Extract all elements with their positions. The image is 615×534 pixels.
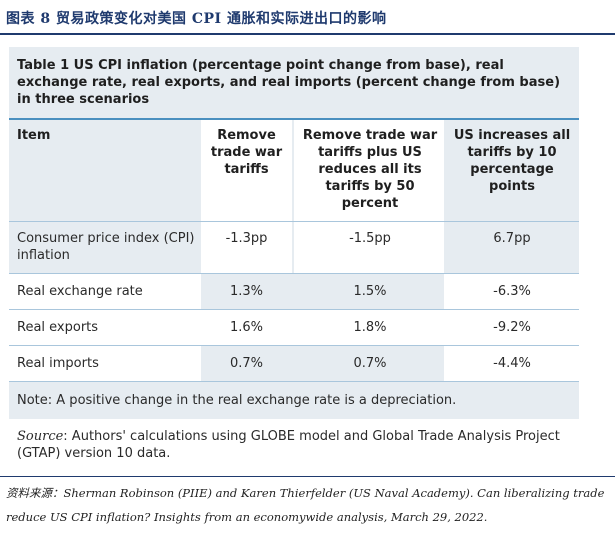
row-highlight-exch-last [444,274,579,310]
footnote: 资料来源：Sherman Robinson (PIIE) and Karen T… [6,486,605,524]
row-highlight-real-exports [9,310,579,346]
table-cell-item: Real exchange rate [17,284,143,299]
table-cell-value: -6.3% [493,284,531,299]
header-rule [9,118,579,120]
column-header-remove-plus-cut: Remove trade war tariffs plus US reduces… [302,128,438,211]
row-separator [9,273,579,274]
column-highlight-1 [201,120,292,273]
table-cell-value: -1.5pp [349,231,391,246]
table-cell-value: 6.7pp [493,231,531,246]
table-cell-value: 1.3% [229,284,264,299]
table-cell-value: 1.8% [353,320,387,335]
table-cell-value: -9.2% [493,320,531,335]
table-cell-item: Consumer price index (CPI) inflation [17,231,195,263]
source-text: : Authors' calculations using GLOBE mode… [17,429,560,461]
column-header-us-increases: US increases all tariffs by 10 percentag… [453,128,571,194]
table-note: Note: A positive change in the real exch… [17,393,457,408]
table-cell-value: 0.7% [229,356,264,371]
row-separator [9,381,579,382]
table-cell-value: -4.4% [493,356,531,371]
table-cell-value: -1.3pp [225,231,268,246]
row-highlight-imports-item [9,346,201,382]
row-separator [9,221,579,222]
source-label: Source [17,429,64,444]
column-header-remove-trade-war: Remove trade war tariffs [210,128,283,177]
table-cell-value: 1.6% [229,320,264,335]
table-cell-value: 0.7% [353,356,387,371]
row-separator [9,345,579,346]
table-cell-value: 1.5% [353,284,387,299]
column-highlight-2 [294,120,444,273]
table-cell-item: Real exports [17,320,99,335]
row-highlight-exch-item [9,274,201,310]
table-source: Source: Authors' calculations using GLOB… [17,428,577,462]
figure-title: 图表 8 贸易政策变化对美国 CPI 通胀和实际进出口的影响 [6,11,387,27]
figure-title-rule [0,33,615,35]
row-separator [9,309,579,310]
column-header-item: Item [17,128,51,143]
table-title: Table 1 US CPI inflation (percentage poi… [17,58,561,107]
table-cell-item: Real imports [17,356,99,371]
row-highlight-imports-last [444,346,579,382]
footnote-rule [0,476,615,477]
